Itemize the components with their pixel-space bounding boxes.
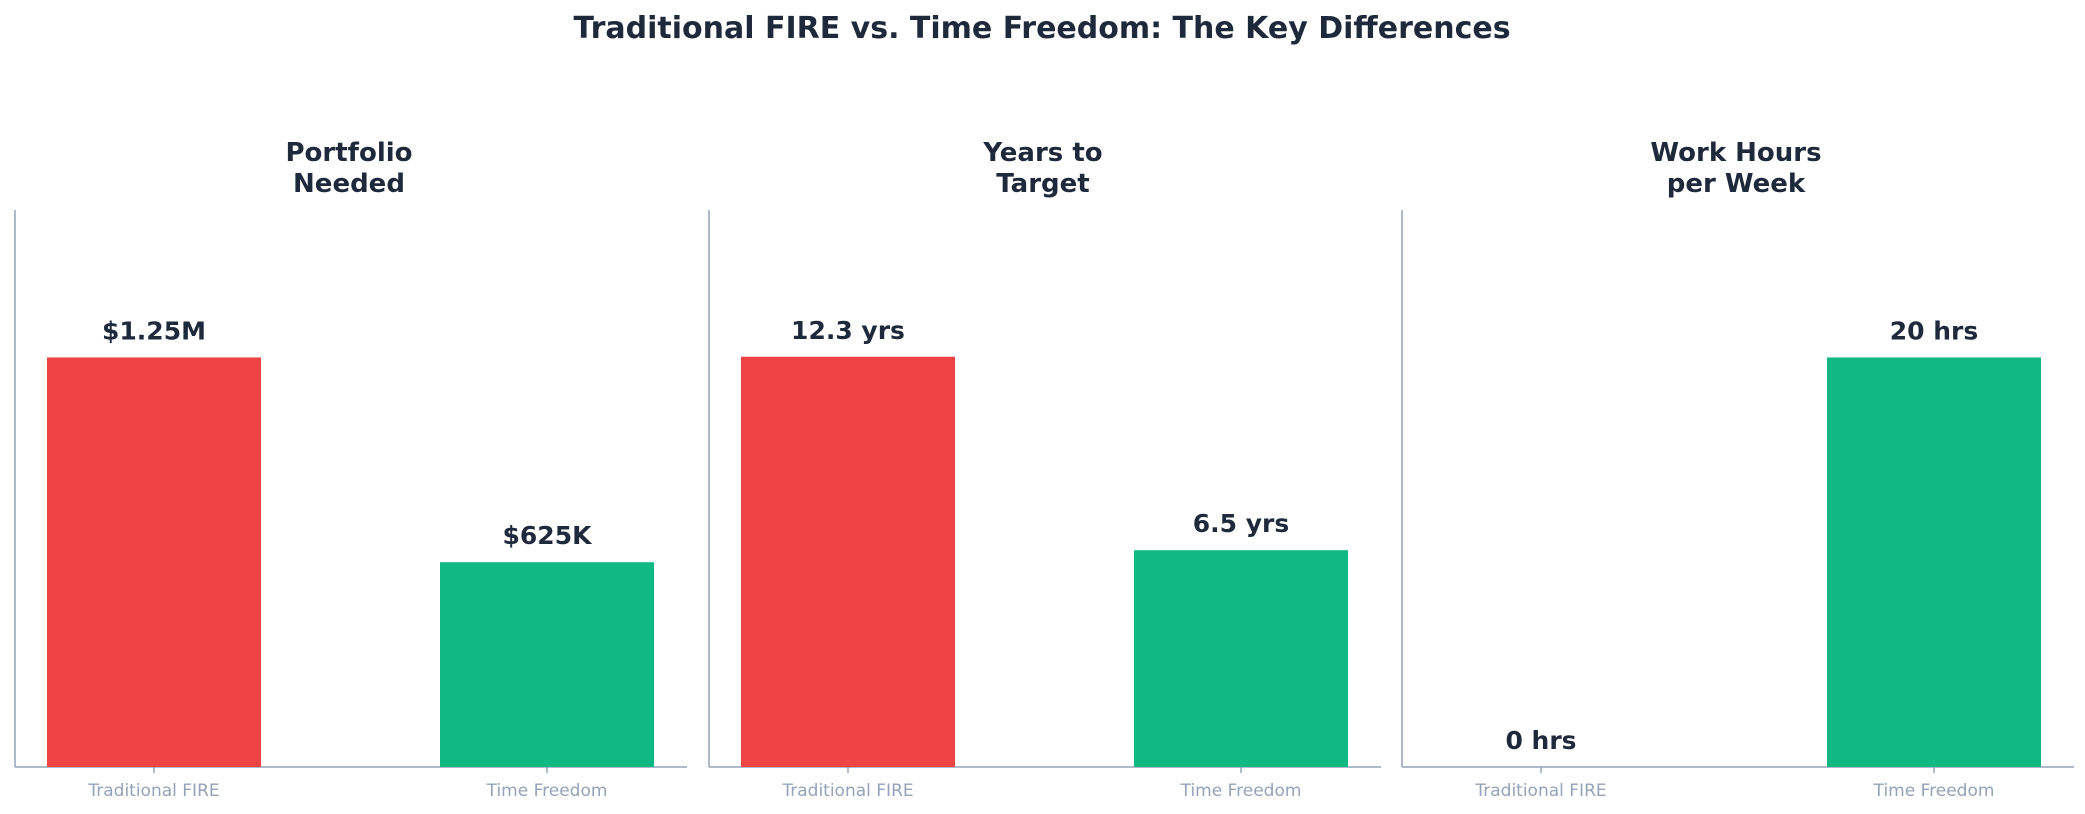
panel-title-line: Target — [996, 169, 1089, 199]
panel-title-line: Portfolio — [285, 138, 412, 168]
x-tick-label-time-freedom: Time Freedom — [486, 781, 608, 801]
x-tick-label-time-freedom: Time Freedom — [1180, 781, 1302, 801]
chart-panel-3: Work Hours per Week 0 hrs Traditional FIRE 2… — [1401, 138, 2074, 801]
bar-traditional-fire — [47, 357, 261, 767]
chart-panels: Portfolio Needed $1.25M Traditional FIRE $62… — [14, 138, 2074, 801]
panel-title-line: Needed — [293, 169, 405, 199]
bar-value-label-time-freedom: 6.5 yrs — [1193, 509, 1290, 538]
bar-value-label-traditional-fire: 0 hrs — [1505, 726, 1576, 755]
bar-time-freedom — [440, 562, 654, 767]
x-tick-label-time-freedom: Time Freedom — [1873, 781, 1995, 801]
bar-time-freedom — [1134, 550, 1348, 767]
panel-title-line: Years to — [982, 138, 1102, 168]
panel-title-line: Work Hours — [1650, 138, 1821, 168]
bar-traditional-fire — [741, 356, 955, 767]
panel-title: Portfolio Needed — [285, 138, 412, 199]
bar-value-label-traditional-fire: $1.25M — [102, 316, 206, 345]
bar-value-label-traditional-fire: 12.3 yrs — [791, 316, 905, 345]
x-tick-label-traditional-fire: Traditional FIRE — [781, 781, 913, 801]
x-tick-label-traditional-fire: Traditional FIRE — [1474, 781, 1606, 801]
chart-panel-1: Portfolio Needed $1.25M Traditional FIRE $62… — [14, 138, 687, 801]
panel-title: Work Hours per Week — [1650, 138, 1821, 199]
panel-title: Years to Target — [982, 138, 1102, 199]
panel-title-line: per Week — [1667, 169, 1806, 199]
chart-panel-2: Years to Target 12.3 yrs Traditional FIRE 6.… — [708, 138, 1381, 801]
bar-time-freedom — [1827, 357, 2041, 767]
bar-value-label-time-freedom: $625K — [503, 521, 594, 550]
chart-main-title: Traditional FIRE vs. Time Freedom: The K… — [573, 11, 1510, 46]
bar-value-label-time-freedom: 20 hrs — [1890, 316, 1979, 345]
x-tick-label-traditional-fire: Traditional FIRE — [87, 781, 219, 801]
